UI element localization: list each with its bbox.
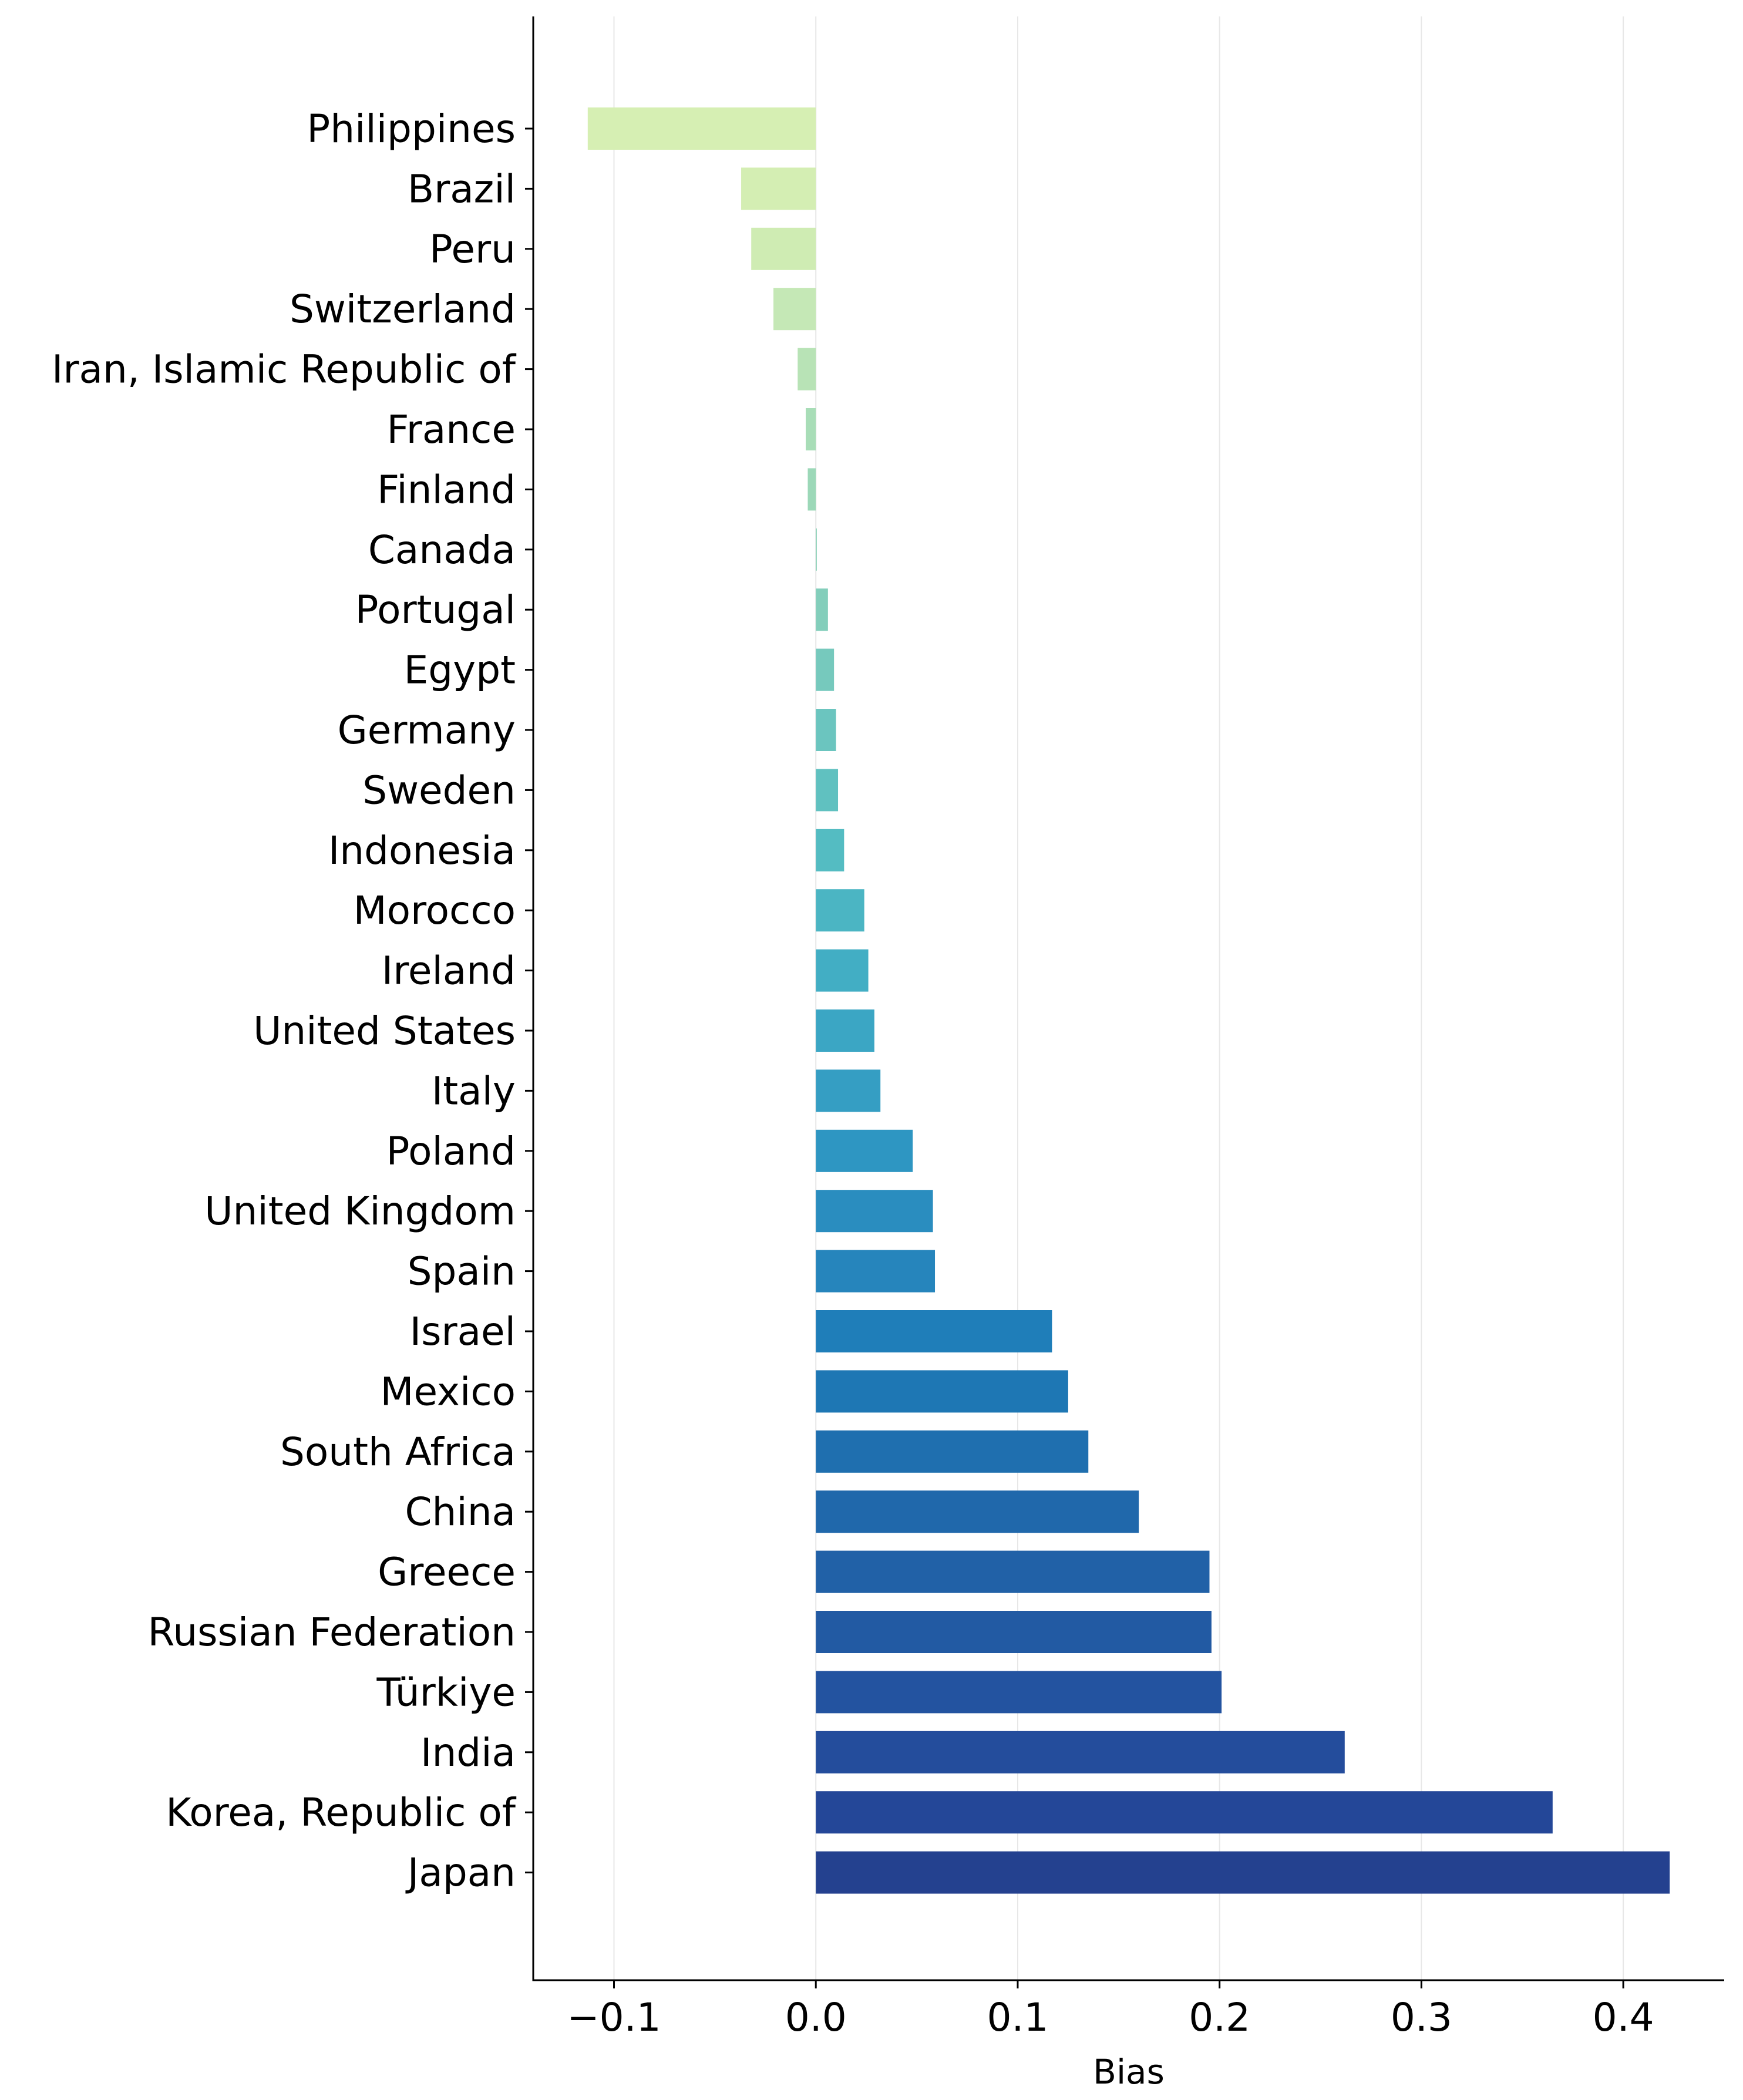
category-label: Israel bbox=[410, 1309, 516, 1354]
x-tick-label: 0.3 bbox=[1391, 1995, 1452, 2040]
category-label: Indonesia bbox=[328, 828, 516, 873]
bar bbox=[816, 1310, 1052, 1352]
category-label: China bbox=[405, 1489, 516, 1534]
bar bbox=[816, 889, 864, 932]
x-tick-label: 0.1 bbox=[987, 1995, 1048, 2040]
category-label: Japan bbox=[405, 1850, 516, 1896]
bar bbox=[816, 1851, 1670, 1894]
bar bbox=[816, 829, 844, 871]
category-label: Korea, Republic of bbox=[166, 1790, 517, 1835]
bar bbox=[816, 1250, 936, 1293]
bar bbox=[816, 1069, 881, 1112]
category-label: Poland bbox=[386, 1129, 516, 1174]
bar bbox=[816, 1129, 913, 1172]
x-tick-label: 0.4 bbox=[1593, 1995, 1654, 2040]
category-label: Sweden bbox=[362, 768, 516, 813]
bar bbox=[816, 1671, 1222, 1714]
category-label: United States bbox=[253, 1008, 516, 1054]
category-label: Greece bbox=[378, 1550, 516, 1595]
category-label: Canada bbox=[368, 527, 516, 573]
bar bbox=[806, 408, 816, 450]
x-ticks: −0.1 0.0 0.1 0.2 0.3 0.4 bbox=[567, 1980, 1654, 2040]
x-tick-label: 0.2 bbox=[1189, 1995, 1250, 2040]
category-label: Spain bbox=[408, 1249, 516, 1294]
bar bbox=[816, 1190, 933, 1233]
y-tick-labels: Philippines Brazil Peru Switzerland Iran, Is… bbox=[52, 106, 533, 1896]
x-axis-title: Bias bbox=[1093, 2052, 1165, 2092]
category-label: Peru bbox=[429, 227, 516, 272]
bar bbox=[816, 1009, 874, 1052]
bar bbox=[816, 1370, 1068, 1413]
category-label: South Africa bbox=[280, 1429, 516, 1475]
bar bbox=[816, 588, 828, 631]
category-label: United Kingdom bbox=[204, 1189, 516, 1234]
category-label: Finland bbox=[377, 467, 516, 512]
category-label: Mexico bbox=[381, 1369, 516, 1414]
bar bbox=[798, 348, 816, 391]
bar bbox=[816, 949, 869, 992]
bar bbox=[807, 468, 816, 511]
bar bbox=[816, 769, 839, 812]
bar bbox=[816, 528, 817, 571]
bars bbox=[587, 107, 1670, 1894]
bar bbox=[816, 1731, 1345, 1773]
category-label: Russian Federation bbox=[147, 1610, 516, 1655]
bar bbox=[816, 1430, 1089, 1473]
category-label: Philippines bbox=[307, 106, 516, 152]
category-label: Egypt bbox=[404, 648, 516, 693]
bar bbox=[587, 107, 816, 150]
category-label: Italy bbox=[432, 1068, 516, 1113]
category-label: Türkiye bbox=[376, 1670, 516, 1715]
bar bbox=[751, 227, 816, 270]
bar bbox=[816, 1490, 1139, 1533]
category-label: Morocco bbox=[354, 888, 516, 933]
category-label: Brazil bbox=[408, 166, 516, 211]
x-tick-label: 0.0 bbox=[785, 1995, 847, 2040]
category-label: India bbox=[420, 1730, 516, 1775]
bar bbox=[816, 1611, 1212, 1653]
grid-lines bbox=[613, 16, 1624, 1980]
category-label: Germany bbox=[338, 708, 516, 753]
bar bbox=[816, 1550, 1210, 1593]
category-label: Iran, Islamic Republic of bbox=[52, 347, 517, 392]
category-label: France bbox=[387, 407, 516, 452]
bar bbox=[741, 167, 816, 210]
bar bbox=[816, 709, 836, 751]
category-label: Portugal bbox=[355, 587, 516, 632]
x-tick-label: −0.1 bbox=[567, 1995, 661, 2040]
bar bbox=[816, 1791, 1553, 1834]
category-label: Ireland bbox=[382, 948, 516, 994]
category-label: Switzerland bbox=[290, 287, 516, 332]
bar bbox=[773, 288, 816, 331]
bar bbox=[816, 648, 835, 691]
